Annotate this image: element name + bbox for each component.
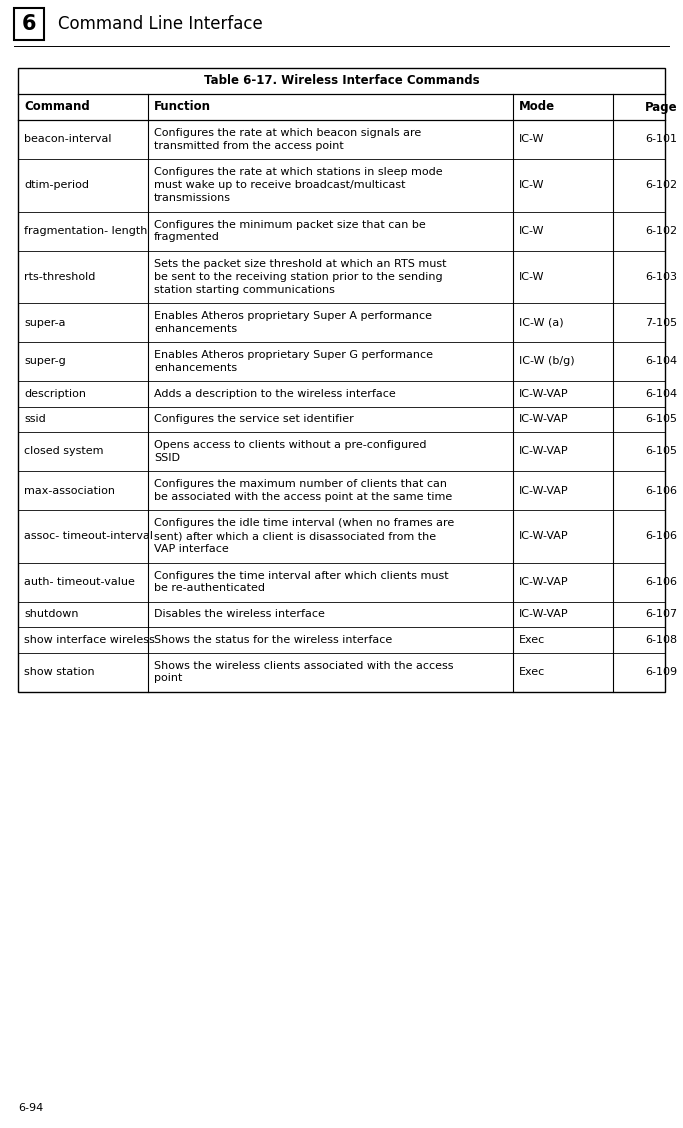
- Text: 6-102: 6-102: [645, 226, 677, 236]
- Text: 6-102: 6-102: [645, 180, 677, 191]
- Text: IC-W-VAP: IC-W-VAP: [519, 447, 569, 457]
- Text: max-association: max-association: [24, 485, 115, 495]
- Text: super-g: super-g: [24, 356, 66, 367]
- Text: Configures the rate at which stations in sleep mode
must wake up to receive broa: Configures the rate at which stations in…: [154, 167, 443, 203]
- Text: Adds a description to the wireless interface: Adds a description to the wireless inter…: [154, 389, 395, 399]
- Text: Table 6-17. Wireless Interface Commands: Table 6-17. Wireless Interface Commands: [204, 74, 479, 88]
- Text: 6-106: 6-106: [645, 578, 677, 587]
- Text: Enables Atheros proprietary Super A performance
enhancements: Enables Atheros proprietary Super A perf…: [154, 311, 432, 334]
- Text: beacon-interval: beacon-interval: [24, 134, 111, 144]
- Text: Configures the maximum number of clients that can
be associated with the access : Configures the maximum number of clients…: [154, 479, 452, 502]
- Text: 6-103: 6-103: [645, 272, 677, 282]
- Text: IC-W-VAP: IC-W-VAP: [519, 578, 569, 587]
- Text: Command Line Interface: Command Line Interface: [58, 15, 263, 33]
- Text: Page: Page: [644, 100, 677, 114]
- Text: show interface wireless: show interface wireless: [24, 635, 155, 645]
- Text: Shows the status for the wireless interface: Shows the status for the wireless interf…: [154, 635, 392, 645]
- Text: Function: Function: [154, 100, 211, 114]
- Text: IC-W (b/g): IC-W (b/g): [519, 356, 574, 367]
- Text: shutdown: shutdown: [24, 609, 79, 619]
- Text: Configures the minimum packet size that can be
fragmented: Configures the minimum packet size that …: [154, 220, 426, 243]
- Text: show station: show station: [24, 667, 95, 677]
- Text: 6-106: 6-106: [645, 485, 677, 495]
- Text: Shows the wireless clients associated with the access
point: Shows the wireless clients associated wi…: [154, 661, 454, 684]
- Text: IC-W: IC-W: [519, 272, 544, 282]
- Text: Configures the rate at which beacon signals are
transmitted from the access poin: Configures the rate at which beacon sign…: [154, 129, 421, 151]
- Text: IC-W-VAP: IC-W-VAP: [519, 414, 569, 424]
- Text: IC-W-VAP: IC-W-VAP: [519, 609, 569, 619]
- Text: Exec: Exec: [519, 635, 545, 645]
- Text: Configures the idle time interval (when no frames are
sent) after which a client: Configures the idle time interval (when …: [154, 519, 454, 554]
- Text: 6-94: 6-94: [18, 1103, 43, 1113]
- Text: 6-107: 6-107: [645, 609, 677, 619]
- Text: Opens access to clients without a pre-configured
SSID: Opens access to clients without a pre-co…: [154, 440, 426, 462]
- Text: 6-105: 6-105: [645, 447, 677, 457]
- Text: Command: Command: [24, 100, 89, 114]
- Text: Sets the packet size threshold at which an RTS must
be sent to the receiving sta: Sets the packet size threshold at which …: [154, 259, 447, 294]
- Text: 6: 6: [22, 14, 36, 34]
- Text: auth- timeout-value: auth- timeout-value: [24, 578, 135, 587]
- Text: closed system: closed system: [24, 447, 104, 457]
- Text: 6-109: 6-109: [645, 667, 677, 677]
- Text: IC-W: IC-W: [519, 180, 544, 191]
- Text: 6-105: 6-105: [645, 414, 677, 424]
- Text: fragmentation- length: fragmentation- length: [24, 226, 148, 236]
- Text: 6-108: 6-108: [645, 635, 677, 645]
- Text: super-a: super-a: [24, 317, 66, 327]
- Text: 6-101: 6-101: [645, 134, 677, 144]
- Text: description: description: [24, 389, 86, 399]
- Text: IC-W: IC-W: [519, 226, 544, 236]
- Text: rts-threshold: rts-threshold: [24, 272, 96, 282]
- Text: assoc- timeout-interval: assoc- timeout-interval: [24, 531, 153, 541]
- Text: IC-W-VAP: IC-W-VAP: [519, 389, 569, 399]
- Text: 6-104: 6-104: [645, 389, 677, 399]
- Text: 6-104: 6-104: [645, 356, 677, 367]
- Text: ssid: ssid: [24, 414, 46, 424]
- Text: IC-W-VAP: IC-W-VAP: [519, 485, 569, 495]
- Polygon shape: [18, 68, 665, 691]
- Polygon shape: [14, 8, 44, 39]
- Text: IC-W: IC-W: [519, 134, 544, 144]
- Text: IC-W (a): IC-W (a): [519, 317, 563, 327]
- Text: Configures the service set identifier: Configures the service set identifier: [154, 414, 354, 424]
- Text: 6-106: 6-106: [645, 531, 677, 541]
- Text: Disables the wireless interface: Disables the wireless interface: [154, 609, 325, 619]
- Text: IC-W-VAP: IC-W-VAP: [519, 531, 569, 541]
- Text: Configures the time interval after which clients must
be re-authenticated: Configures the time interval after which…: [154, 571, 449, 593]
- Text: 7-105: 7-105: [645, 317, 677, 327]
- Text: Mode: Mode: [519, 100, 555, 114]
- Text: Exec: Exec: [519, 667, 545, 677]
- Text: Enables Atheros proprietary Super G performance
enhancements: Enables Atheros proprietary Super G perf…: [154, 350, 433, 373]
- Text: dtim-period: dtim-period: [24, 180, 89, 191]
